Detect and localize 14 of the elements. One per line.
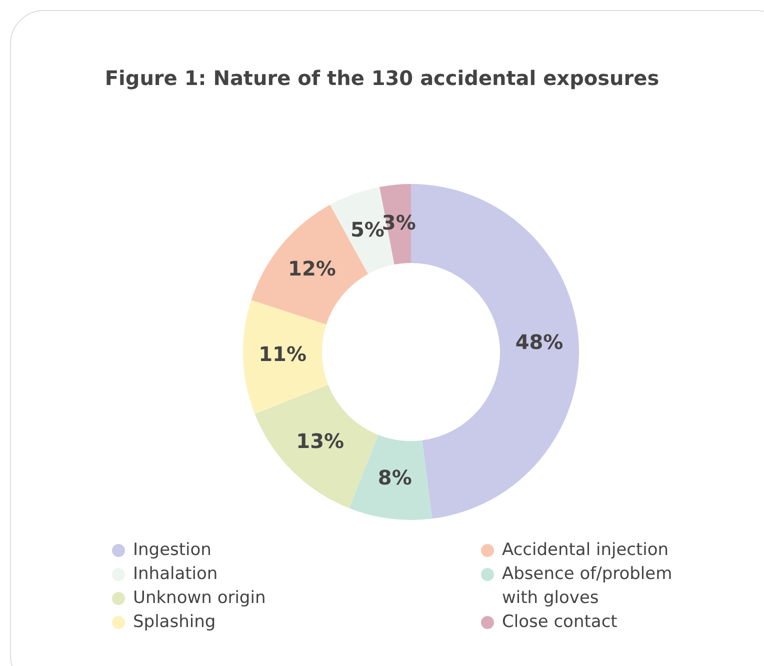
legend-label: Close contact [502,611,618,634]
legend-label: Splashing [133,611,216,634]
data-label: 12% [288,256,336,280]
legend-label: Accidental injection [502,539,669,562]
legend-label: Unknown origin [133,587,266,610]
legend-label: Inhalation [133,563,218,586]
data-label: 11% [258,342,306,366]
legend-label: Absence of/problem with gloves [502,563,674,610]
data-label: 5% [350,217,384,242]
data-label: 8% [378,466,412,490]
data-label: 13% [296,429,344,454]
chart-title: Figure 1: Nature of the 130 accidental exposures [104,66,660,90]
data-label: 48% [515,330,564,354]
legend-label: Ingestion [133,539,212,562]
